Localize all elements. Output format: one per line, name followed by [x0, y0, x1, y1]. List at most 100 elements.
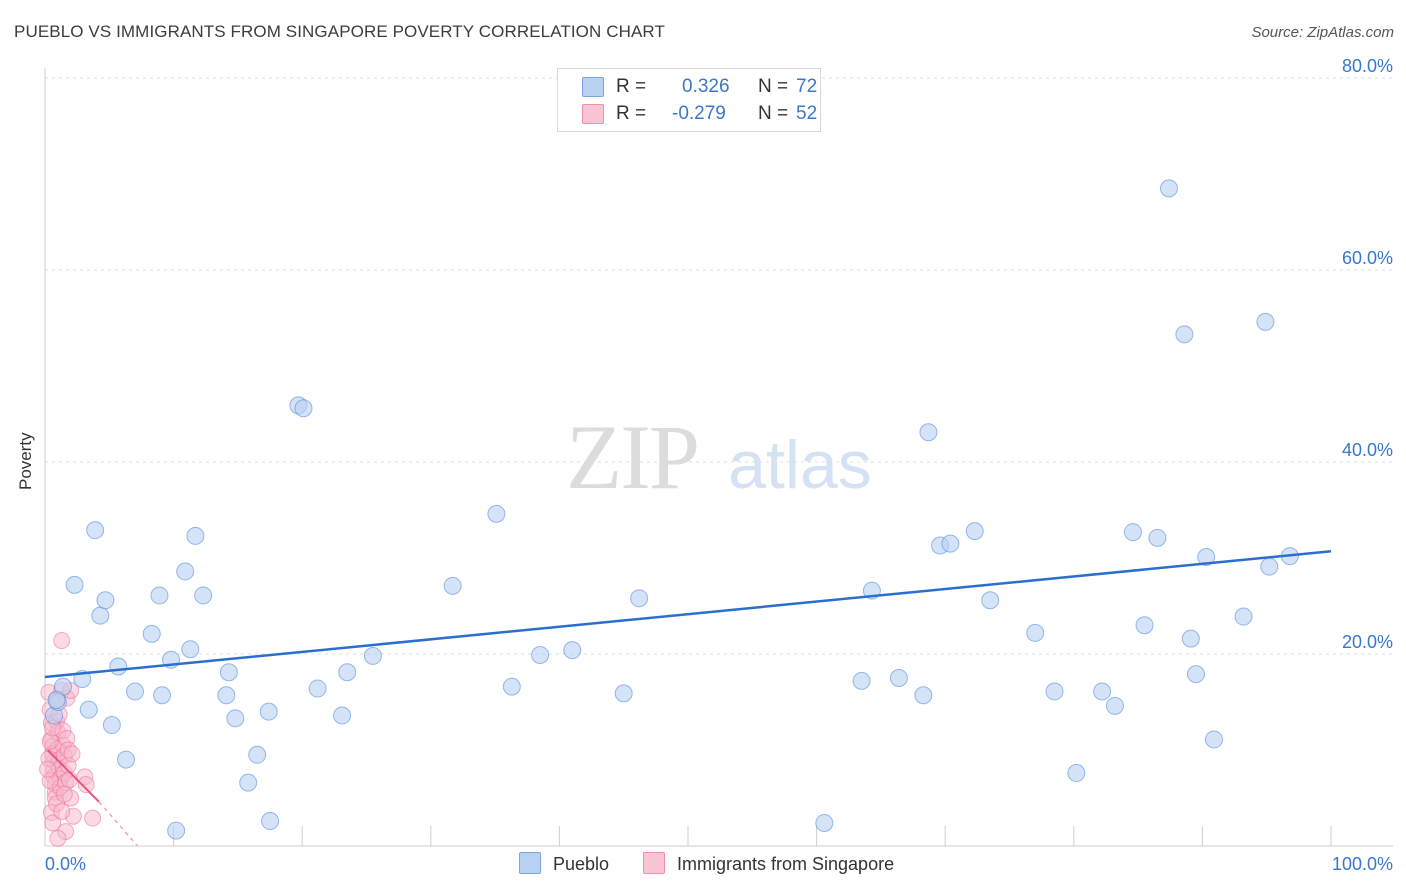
legend-r-value: 0.326: [682, 76, 730, 97]
data-point-pueblo: [333, 706, 352, 725]
legend-n-value: 72: [796, 76, 818, 97]
data-point-pueblo: [1175, 325, 1194, 344]
legend-r-label: R =: [616, 76, 647, 97]
legend-swatch-pueblo: [582, 77, 604, 97]
data-point-pueblo: [1148, 528, 1167, 547]
data-point-singapore: [53, 632, 71, 650]
source-credit: Source: ZipAtlas.com: [1251, 24, 1394, 41]
data-point-singapore: [60, 771, 78, 789]
data-point-pueblo: [1186, 665, 1205, 684]
data-point-pueblo: [630, 589, 649, 608]
legend-r-label: R =: [616, 103, 647, 124]
axes: [44, 68, 1393, 847]
data-point-pueblo: [181, 640, 200, 659]
data-point-pueblo: [217, 686, 236, 705]
data-point-pueblo: [308, 679, 327, 698]
data-point-pueblo: [815, 813, 834, 832]
data-point-pueblo: [226, 709, 245, 728]
data-point-singapore: [84, 809, 102, 827]
y-tick-label: 60.0%: [1342, 248, 1393, 268]
data-point-pueblo: [965, 522, 984, 541]
x-tick-label-min: 0.0%: [45, 854, 86, 874]
data-point-pueblo: [889, 669, 908, 687]
data-point-pueblo: [176, 562, 195, 581]
data-point-pueblo: [981, 591, 1000, 610]
data-point-pueblo: [126, 682, 145, 701]
trendline-pueblo: [44, 550, 1332, 679]
data-point-pueblo: [1204, 730, 1223, 749]
data-point-pueblo: [852, 671, 871, 690]
bottom-legend-label-singapore: Immigrants from Singapore: [677, 854, 895, 874]
data-point-pueblo: [363, 646, 382, 665]
legend-swatch-singapore: [582, 104, 604, 124]
data-point-pueblo: [1123, 523, 1142, 542]
bottom-legend-label-pueblo: Pueblo: [553, 854, 610, 874]
data-point-pueblo: [1256, 312, 1275, 331]
data-point-pueblo: [1260, 557, 1279, 576]
data-point-pueblo: [194, 586, 213, 605]
data-point-pueblo: [239, 773, 258, 792]
y-tick-label: 40.0%: [1342, 440, 1393, 460]
data-point-pueblo: [142, 624, 161, 643]
data-point-pueblo: [248, 745, 267, 764]
data-point-singapore: [44, 814, 62, 832]
data-point-singapore: [53, 802, 71, 820]
data-point-singapore: [63, 745, 81, 763]
watermark: ZIP atlas: [566, 406, 872, 508]
data-point-pueblo: [294, 399, 313, 418]
legend-n-value: 52: [796, 103, 818, 124]
data-point-pueblo: [79, 700, 98, 719]
data-point-singapore: [55, 785, 73, 803]
bottom-legend-swatch-pueblo: [519, 852, 541, 874]
data-point-pueblo: [563, 641, 582, 660]
data-point-pueblo: [219, 663, 238, 682]
y-tick-label: 80.0%: [1342, 56, 1393, 76]
bottom-legend-pueblo: Pueblo: [519, 852, 609, 875]
data-point-pueblo: [941, 534, 960, 553]
legend-n-label: N =: [758, 103, 789, 124]
data-point-pueblo: [1105, 696, 1124, 715]
correlation-legend: R = 0.326 N = 72 R = -0.279 N = 52: [557, 68, 821, 132]
data-point-pueblo: [96, 591, 115, 610]
watermark-atlas: atlas: [728, 427, 872, 503]
data-point-pueblo: [502, 677, 521, 696]
x-tick-label-max: 100.0%: [1332, 854, 1393, 874]
data-point-pueblo: [914, 686, 933, 705]
data-point-pueblo: [487, 504, 506, 523]
data-point-singapore: [49, 829, 67, 847]
watermark-zip: ZIP: [566, 406, 698, 508]
data-point-pueblo: [1181, 629, 1200, 648]
data-point-pueblo: [1067, 764, 1086, 783]
data-point-pueblo: [1026, 623, 1045, 642]
data-point-pueblo: [531, 645, 550, 664]
trendline-singapore: [98, 801, 139, 847]
data-point-pueblo: [167, 821, 186, 840]
data-point-pueblo: [1234, 607, 1253, 626]
data-point-singapore: [39, 760, 57, 778]
legend-r-value: -0.279: [672, 103, 726, 124]
data-point-pueblo: [102, 716, 121, 735]
data-point-pueblo: [1135, 616, 1154, 635]
data-point-pueblo: [1197, 548, 1216, 567]
data-point-pueblo: [1159, 179, 1178, 198]
data-point-pueblo: [150, 586, 169, 605]
bottom-legend-singapore: Immigrants from Singapore: [643, 852, 894, 875]
legend-n-label: N =: [758, 76, 789, 97]
data-point-pueblo: [153, 686, 172, 705]
data-point-pueblo: [1045, 682, 1064, 701]
data-point-pueblo: [338, 663, 357, 682]
data-point-pueblo: [1093, 682, 1112, 701]
y-tick-label: 20.0%: [1342, 632, 1393, 652]
data-point-pueblo: [65, 575, 84, 594]
data-point-pueblo: [86, 521, 105, 540]
data-point-pueblo: [117, 750, 136, 769]
bottom-legend-swatch-singapore: [643, 852, 665, 874]
data-point-pueblo: [109, 657, 128, 676]
data-point-pueblo: [186, 526, 205, 545]
data-point-pueblo: [91, 606, 110, 625]
trendline-singapore: [46, 749, 100, 803]
data-point-pueblo: [47, 691, 66, 710]
data-point-singapore: [77, 776, 95, 794]
data-point-pueblo: [919, 423, 938, 442]
